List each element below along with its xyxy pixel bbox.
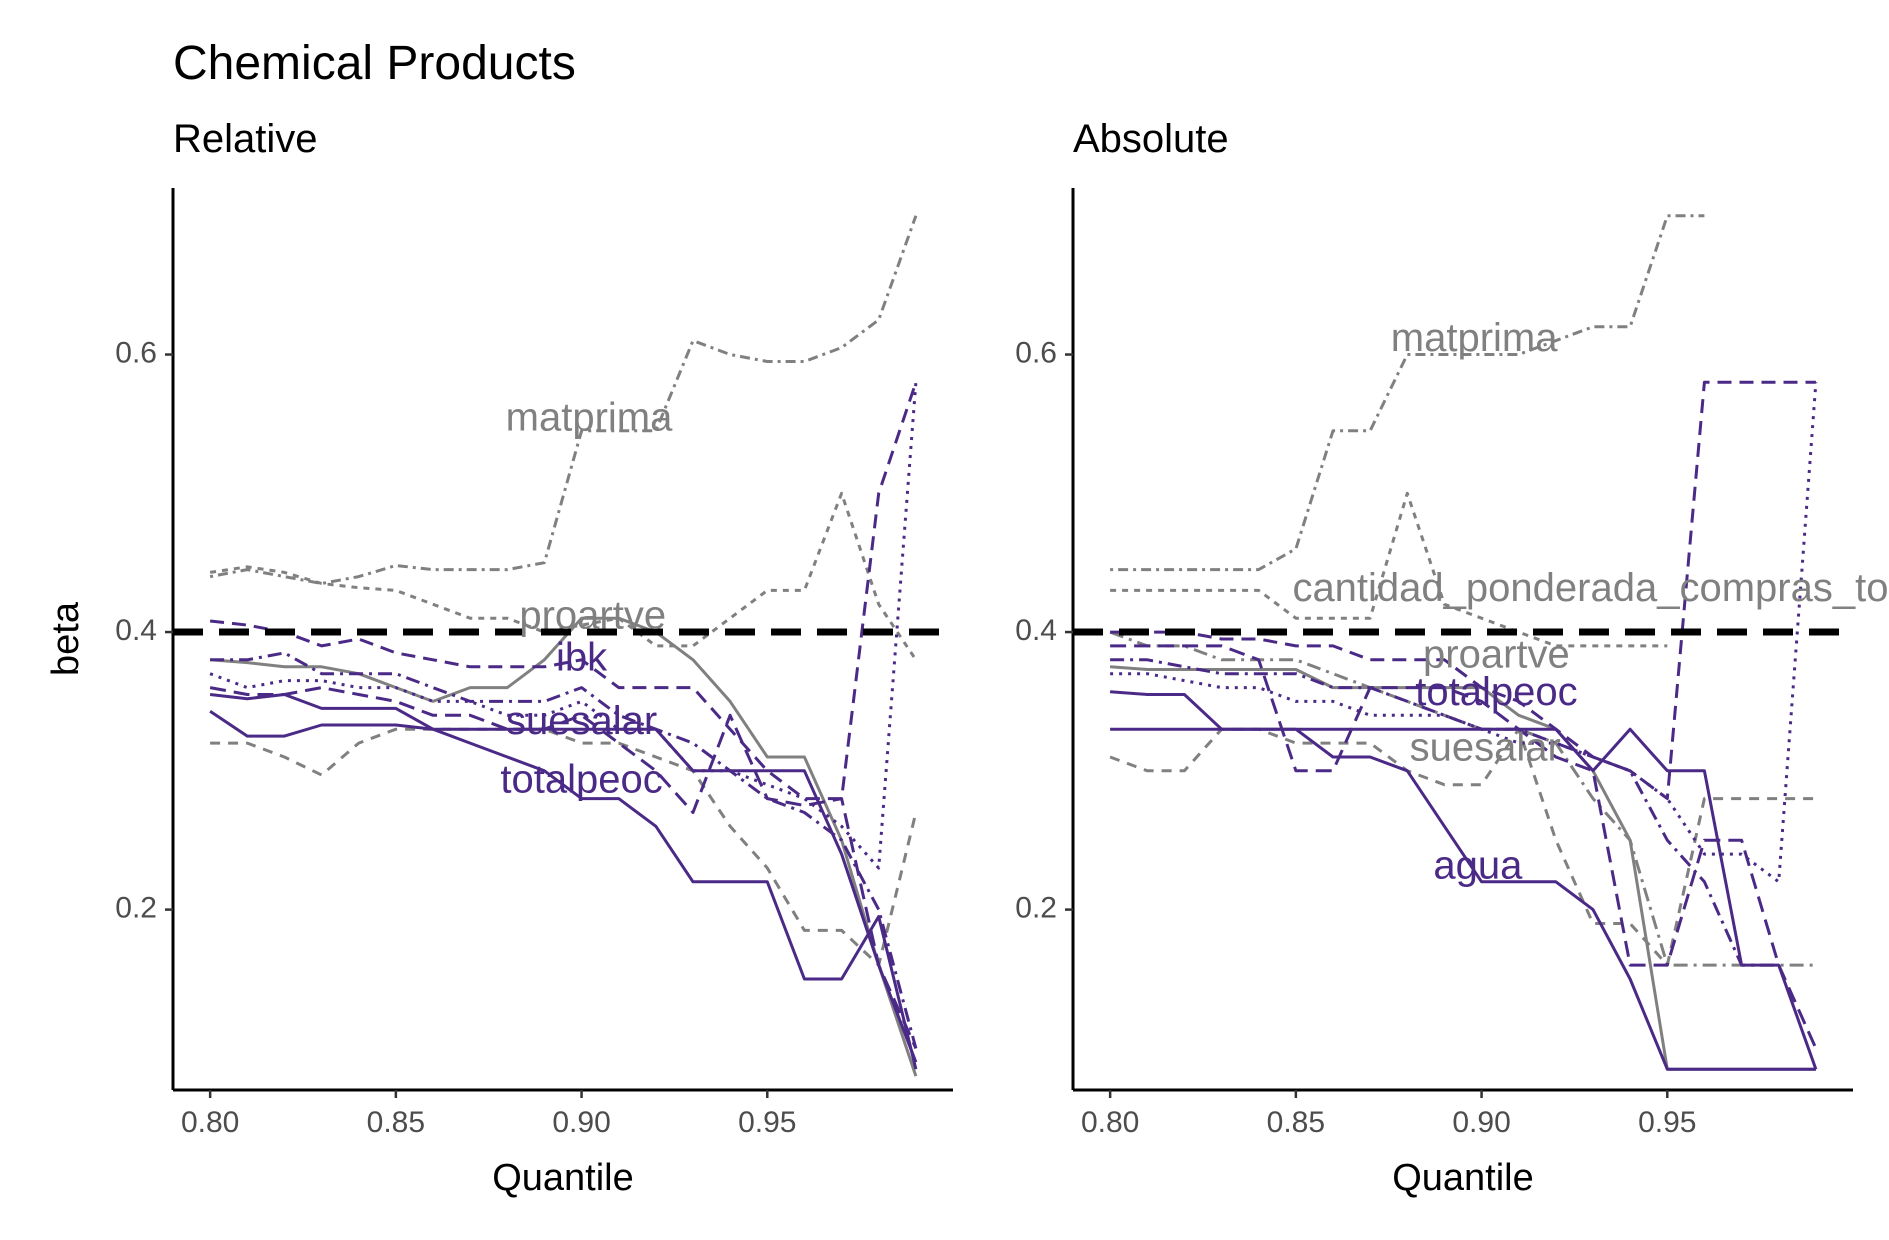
series-label: ibk (556, 635, 608, 679)
series-label: proartve (1423, 633, 1570, 677)
y-tick-label: 0.6 (115, 336, 157, 369)
series-line (1110, 380, 1816, 801)
series-label: cantidad_ponderada_compras_total (1292, 566, 1889, 610)
series-line (1110, 214, 1705, 572)
series-label: proartve (519, 594, 666, 638)
series-line (209, 709, 918, 1070)
chart-title: Chemical Products (173, 37, 576, 90)
panel-absolute: Absolute matprima cantidad_ponderada_compr… (1015, 117, 1889, 1199)
x-tick-label: 0.85 (367, 1106, 425, 1139)
series-line (1109, 690, 1818, 1070)
x-axis-label: Quantile (492, 1157, 634, 1199)
series-line (209, 382, 918, 870)
x-tick-label: 0.90 (1452, 1106, 1510, 1139)
y-axis-label: beta (45, 601, 87, 676)
x-tick-label: 0.95 (738, 1106, 796, 1139)
series-label: totalpeoc (500, 757, 662, 801)
series-label: agua (1433, 844, 1523, 888)
series-line (1110, 727, 1816, 1071)
panel-title: Relative (173, 117, 318, 161)
series-label: suesalar (506, 699, 657, 743)
series-line (1110, 658, 1779, 967)
x-tick-label: 0.80 (181, 1106, 239, 1139)
series-line (210, 727, 918, 967)
panel-title: Absolute (1073, 117, 1229, 161)
series-line (210, 651, 918, 1049)
series-line (1110, 644, 1818, 1050)
series-label: matprima (506, 395, 673, 439)
x-tick-label: 0.80 (1081, 1106, 1139, 1139)
series-line (209, 381, 918, 801)
series-line (209, 616, 918, 1077)
series-label: matprima (1391, 316, 1558, 360)
y-tick-label: 0.4 (115, 614, 157, 647)
series-line (209, 686, 918, 1050)
y-tick-label: 0.2 (115, 892, 157, 925)
x-tick-label: 0.90 (552, 1106, 610, 1139)
series-label: totalpeoc (1415, 670, 1577, 714)
series-line (209, 215, 918, 585)
x-axis-label: Quantile (1392, 1157, 1534, 1199)
series-line (209, 693, 918, 1063)
y-tick-label: 0.6 (1015, 336, 1057, 369)
y-tick-label: 0.4 (1015, 614, 1057, 647)
x-tick-label: 0.85 (1267, 1106, 1325, 1139)
x-tick-label: 0.95 (1638, 1106, 1696, 1139)
series-label: suesalar (1410, 726, 1561, 770)
y-tick-label: 0.2 (1015, 892, 1057, 925)
series-line (1110, 382, 1818, 884)
